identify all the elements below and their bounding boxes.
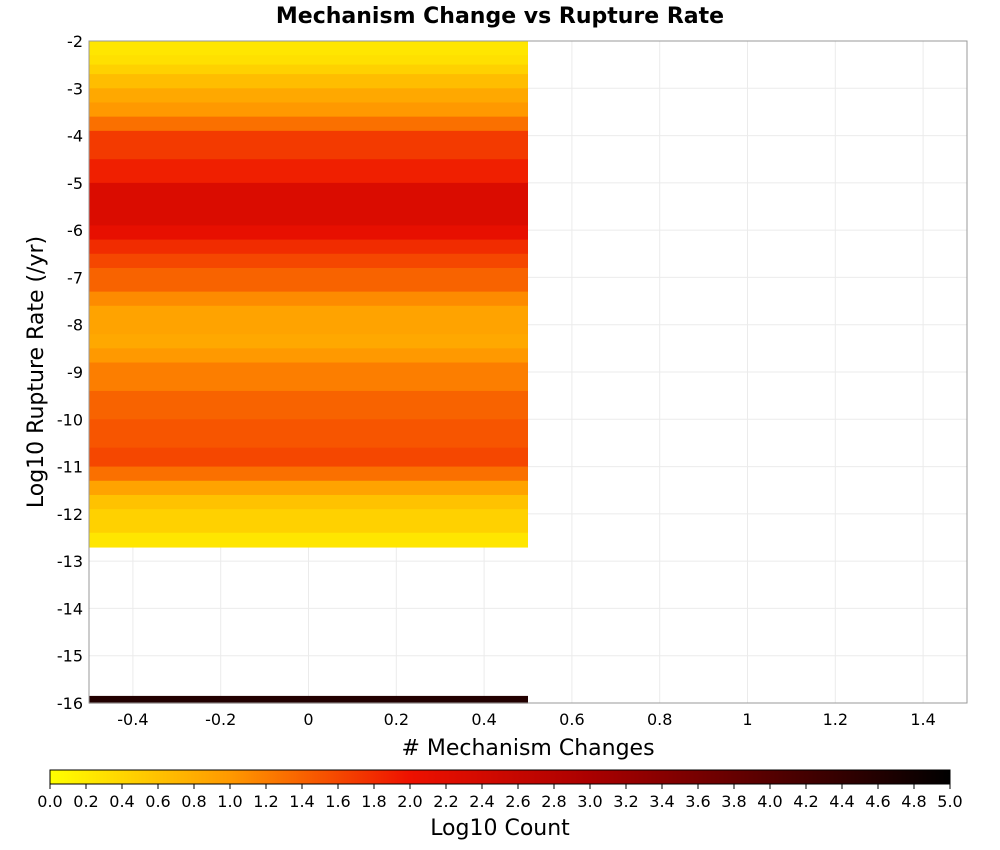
colorbar-tick-label: 1.2	[253, 792, 278, 811]
heatmap-cell	[89, 102, 528, 118]
colorbar-tick-label: 4.8	[901, 792, 926, 811]
y-tick-label: -16	[57, 694, 83, 713]
colorbar-tick-label: 3.6	[685, 792, 710, 811]
y-tick-label: -7	[67, 268, 83, 287]
colorbar-tick-label: 1.6	[325, 792, 350, 811]
heatmap-cell	[89, 64, 528, 75]
heatmap-cell	[89, 182, 528, 227]
heatmap-cell	[89, 480, 528, 496]
y-tick-label: -15	[57, 647, 83, 666]
heatmap-cell	[89, 447, 528, 468]
colorbar-tick-label: 2.6	[505, 792, 530, 811]
colorbar-tick-label: 2.2	[433, 792, 458, 811]
colorbar-tick-label: 0.6	[145, 792, 170, 811]
plot-area-border	[88, 40, 968, 704]
heatmap-cell	[89, 116, 528, 132]
heatmap-cell	[89, 362, 528, 392]
y-tick-label: -5	[67, 174, 83, 193]
heatmap-cell	[89, 419, 528, 449]
heatmap-cell	[89, 466, 528, 482]
heatmap-cell	[89, 532, 528, 548]
y-tick-label: -9	[67, 363, 83, 382]
x-tick-label: -0.2	[205, 710, 236, 729]
heatmap-cell	[89, 41, 528, 56]
colorbar-tick-label: 4.0	[757, 792, 782, 811]
chart-title: Mechanism Change vs Rupture Rate	[276, 4, 724, 29]
colorbar-tick-label: 0.2	[73, 792, 98, 811]
colorbar-tick-label: 4.4	[829, 792, 854, 811]
colorbar-tick-label: 1.4	[289, 792, 314, 811]
y-tick-label: -13	[57, 552, 83, 571]
y-tick-label: -12	[57, 505, 83, 524]
x-tick-label: 0.4	[471, 710, 496, 729]
heatmap-cell	[89, 494, 528, 510]
heatmap-cell	[89, 305, 528, 335]
y-tick-label: -2	[67, 32, 83, 51]
colorbar-tick-label: 3.4	[649, 792, 674, 811]
x-axis-ticks: -0.4 -0.2 0 0.2 0.4 0.6 0.8 1 1.2 1.4	[117, 710, 936, 729]
x-tick-label: 0.2	[384, 710, 409, 729]
heatmap-cells	[89, 41, 528, 704]
y-tick-label: -10	[57, 410, 83, 429]
x-tick-label: 0.6	[559, 710, 584, 729]
heatmap-cell	[89, 291, 528, 307]
y-tick-label: -3	[67, 79, 83, 98]
colorbar-tick-label: 1.8	[361, 792, 386, 811]
colorbar-ticks: 0.0 0.2 0.4 0.6 0.8 1.0 1.2 1.4 1.6 1.8 2.0 2.2 2.4 2…	[37, 784, 963, 811]
heatmap-cell	[89, 334, 528, 349]
heatmap-cell	[89, 253, 528, 269]
x-tick-label: 1.2	[823, 710, 848, 729]
heatmap-cell	[89, 239, 528, 255]
y-tick-label: -4	[67, 127, 83, 146]
heatmap-cell	[89, 509, 528, 534]
heatmap-cell	[89, 74, 528, 89]
heatmap-cell	[89, 348, 528, 364]
heatmap-cell	[89, 130, 528, 160]
colorbar-tick-label: 2.0	[397, 792, 422, 811]
colorbar-tick-label: 0.4	[109, 792, 134, 811]
colorbar-label: Log10 Count	[430, 816, 570, 841]
y-axis-ticks: -2 -3 -4 -5 -6 -7 -8 -9 -10 -11 -12 -13 -14 -15 -16	[57, 32, 83, 713]
colorbar-tick-label: 0.8	[181, 792, 206, 811]
colorbar	[49, 769, 951, 785]
x-tick-label: 0	[303, 710, 313, 729]
colorbar-tick-label: 2.4	[469, 792, 494, 811]
x-axis-label: # Mechanism Changes	[401, 736, 654, 761]
y-tick-label: -11	[57, 458, 83, 477]
y-tick-label: -8	[67, 316, 83, 335]
y-tick-label: -14	[57, 599, 83, 618]
colorbar-tick-label: 1.0	[217, 792, 242, 811]
colorbar-tick-label: 4.6	[865, 792, 890, 811]
heatmap-cell	[89, 159, 528, 184]
heatmap-cell	[89, 55, 528, 66]
colorbar-tick-label: 2.8	[541, 792, 566, 811]
colorbar-tick-label: 0.0	[37, 792, 62, 811]
heatmap-cell	[89, 88, 528, 104]
colorbar-tick-label: 3.2	[613, 792, 638, 811]
x-tick-label: -0.4	[117, 710, 148, 729]
colorbar-tick-label: 3.0	[577, 792, 602, 811]
colorbar-tick-label: 4.2	[793, 792, 818, 811]
heatmap-cell	[89, 225, 528, 241]
y-axis-label: Log10 Rupture Rate (/yr)	[24, 236, 49, 508]
colorbar-tick-label: 5.0	[937, 792, 962, 811]
heatmap-cell	[89, 390, 528, 420]
heatmap-cell	[89, 695, 528, 704]
x-tick-label: 1	[742, 710, 752, 729]
colorbar-tick-label: 3.8	[721, 792, 746, 811]
heatmap-cell	[89, 267, 528, 293]
y-tick-label: -6	[67, 221, 83, 240]
x-tick-label: 0.8	[647, 710, 672, 729]
x-tick-label: 1.4	[910, 710, 935, 729]
